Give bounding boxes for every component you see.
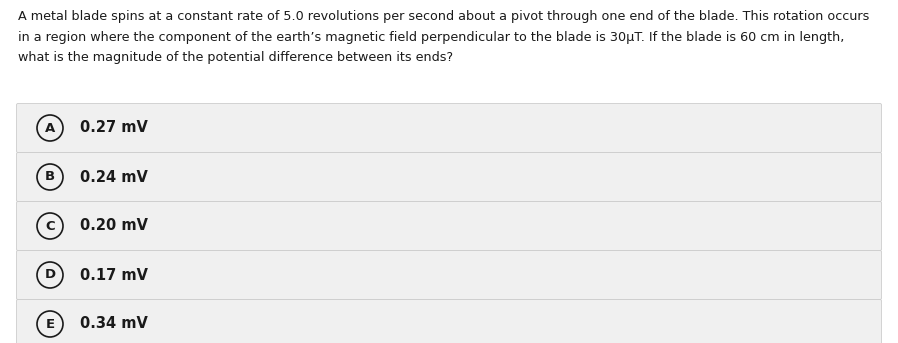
FancyBboxPatch shape	[16, 201, 882, 250]
FancyBboxPatch shape	[16, 153, 882, 201]
Text: C: C	[45, 220, 55, 233]
Text: B: B	[45, 170, 55, 184]
FancyBboxPatch shape	[16, 250, 882, 299]
Text: D: D	[44, 269, 56, 282]
FancyBboxPatch shape	[16, 299, 882, 343]
Text: E: E	[46, 318, 55, 331]
Circle shape	[37, 213, 63, 239]
Text: 0.27 mV: 0.27 mV	[80, 120, 148, 135]
Text: 0.34 mV: 0.34 mV	[80, 317, 148, 331]
Circle shape	[37, 115, 63, 141]
Circle shape	[37, 262, 63, 288]
Text: 0.17 mV: 0.17 mV	[80, 268, 148, 283]
Circle shape	[37, 311, 63, 337]
Text: 0.24 mV: 0.24 mV	[80, 169, 148, 185]
Circle shape	[37, 164, 63, 190]
FancyBboxPatch shape	[16, 104, 882, 153]
Text: 0.20 mV: 0.20 mV	[80, 218, 148, 234]
Text: A metal blade spins at a constant rate of 5.0 revolutions per second about a piv: A metal blade spins at a constant rate o…	[18, 10, 869, 64]
Text: A: A	[45, 121, 55, 134]
